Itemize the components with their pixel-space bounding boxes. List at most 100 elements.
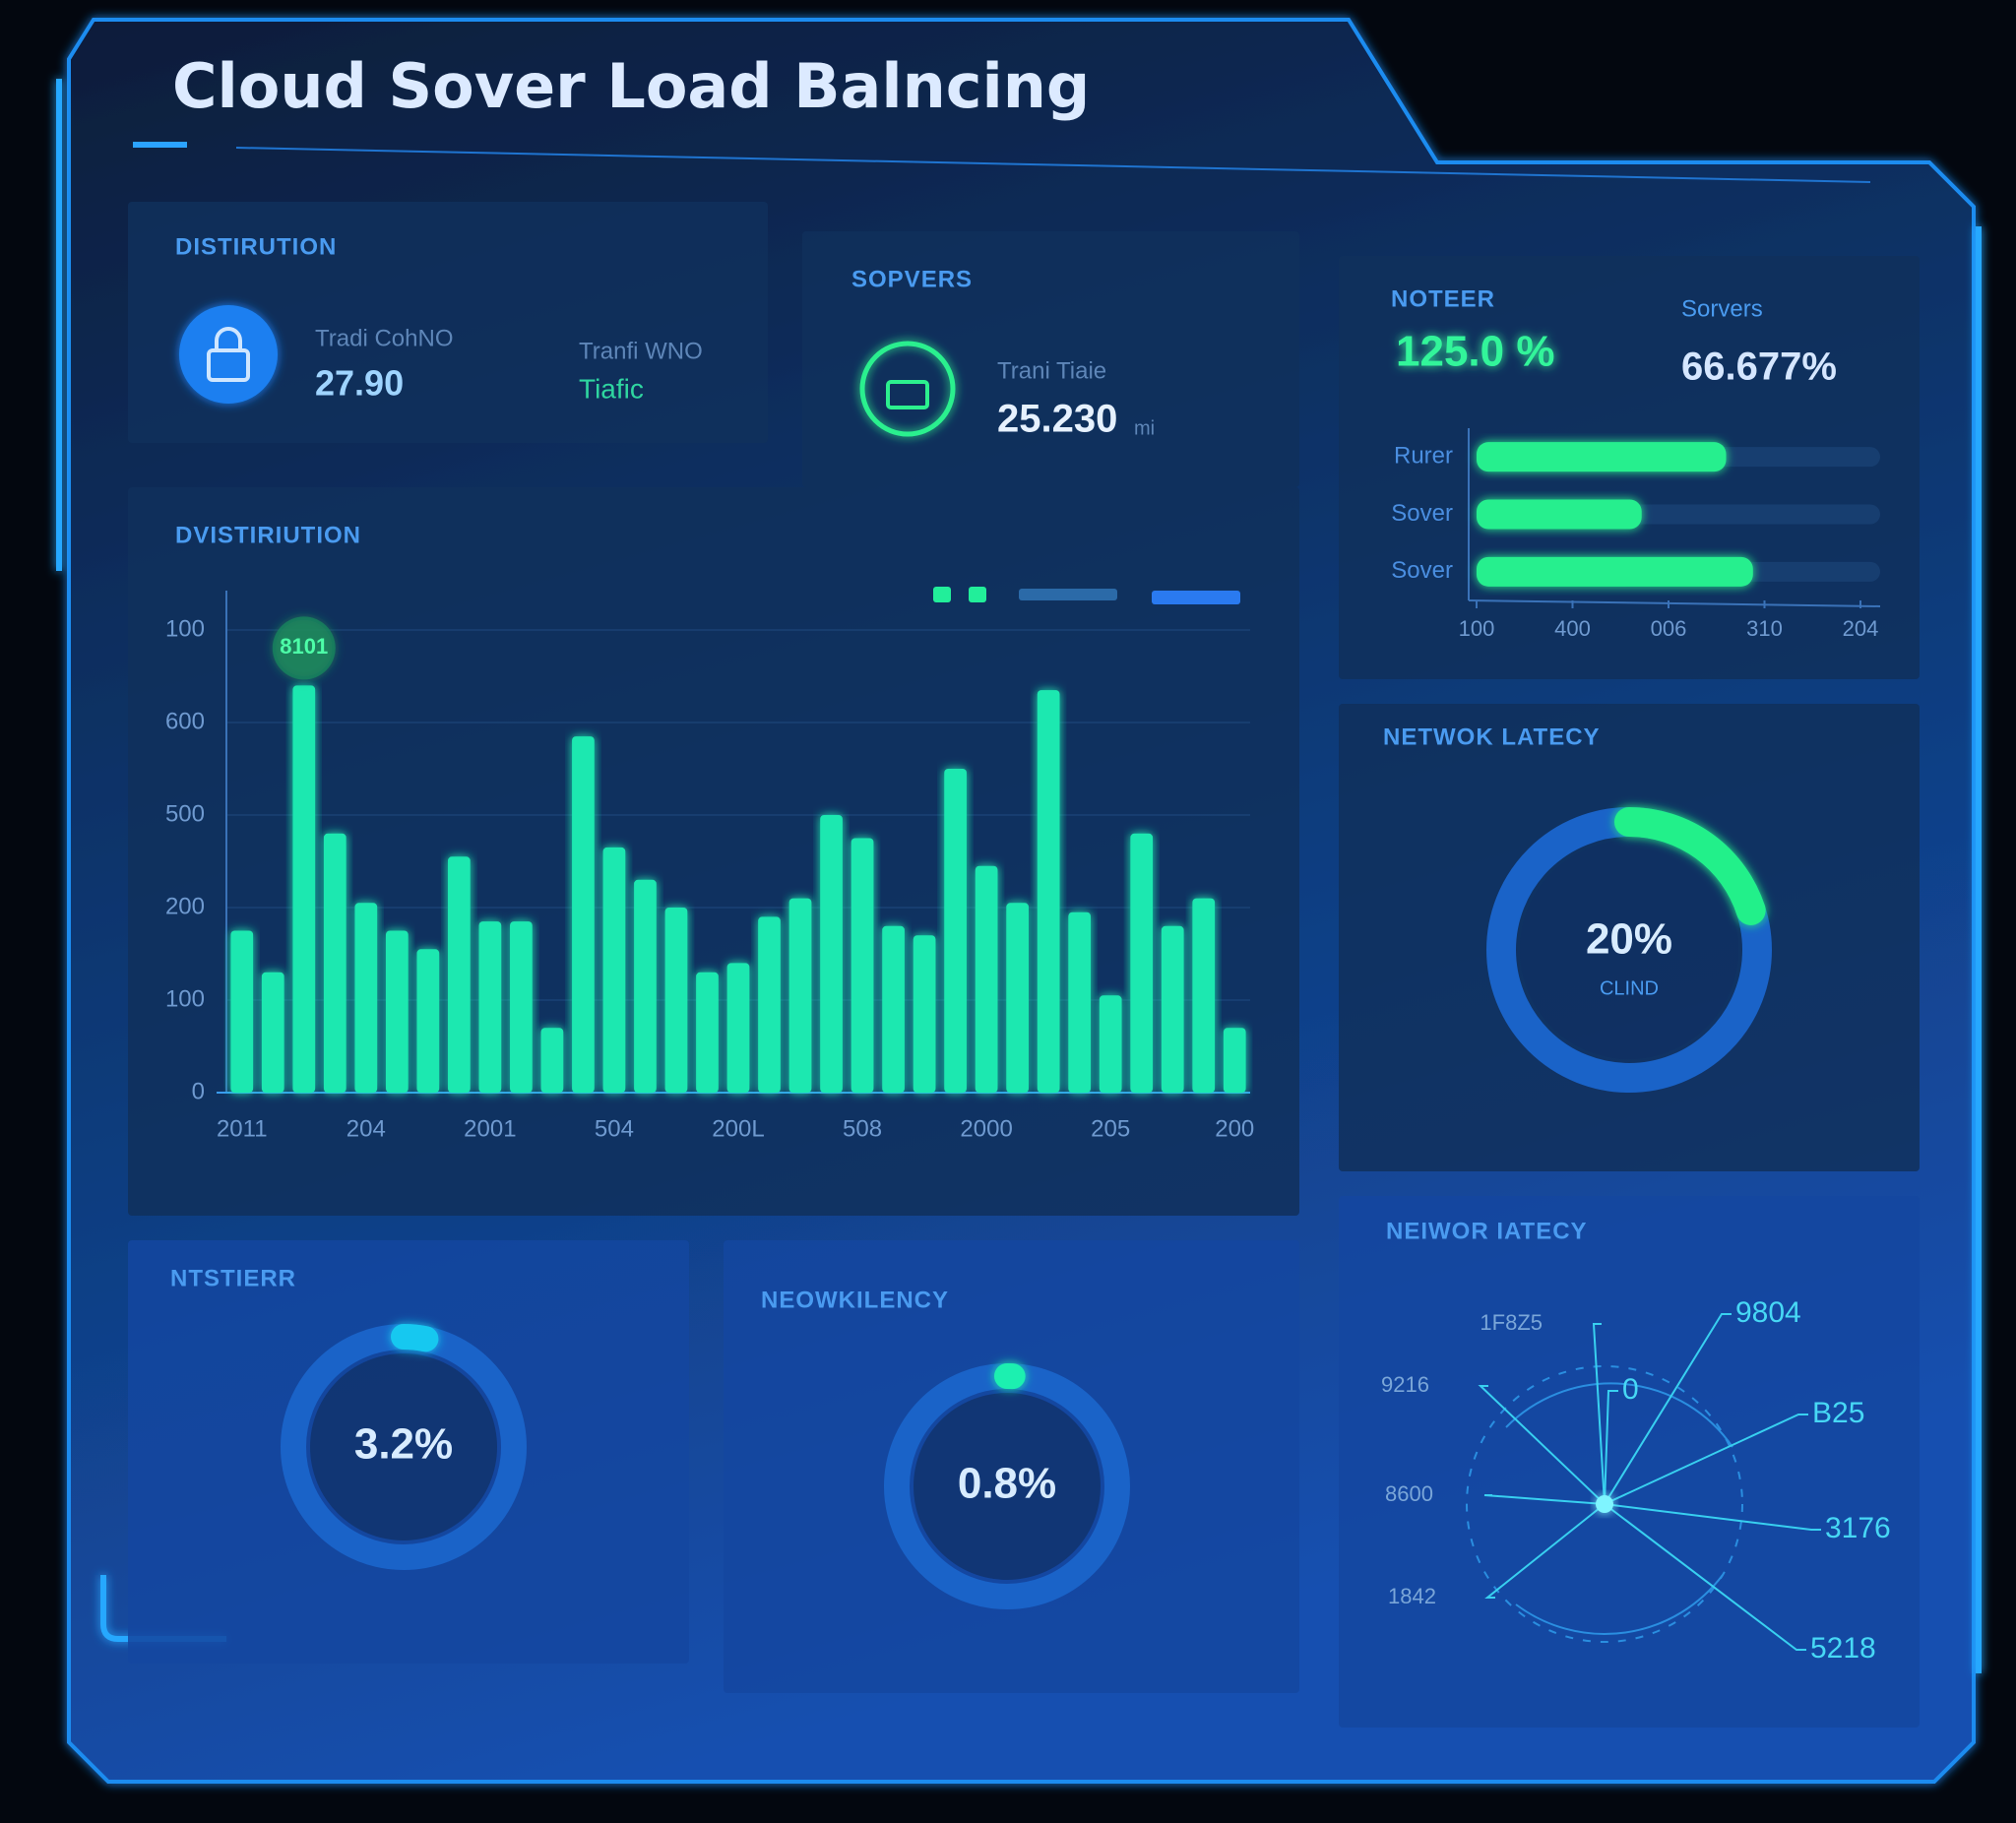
- radial-ray: [1604, 1503, 1821, 1531]
- panel-title: NEIWOR IATECY: [1386, 1218, 1588, 1244]
- stat-value: 25.230: [997, 398, 1117, 441]
- bar: [882, 925, 905, 1093]
- radial-rings: [1466, 1365, 1743, 1643]
- x-tick-label: 504: [595, 1115, 634, 1142]
- stat-value: 125.0 %: [1396, 328, 1554, 376]
- radial-ray: [1604, 1390, 1618, 1505]
- bar: [1477, 442, 1727, 472]
- x-tick-label: 2000: [960, 1115, 1012, 1142]
- radial-label: 0: [1622, 1373, 1639, 1406]
- radial-label: 9216: [1381, 1372, 1429, 1397]
- stat-label: NOTEER: [1391, 285, 1495, 312]
- donut-subtitle: CLIND: [1600, 977, 1659, 999]
- server-icon: [859, 341, 956, 437]
- server-icon-body: [886, 380, 929, 409]
- bar: [696, 972, 719, 1093]
- bar: [1477, 556, 1753, 587]
- lock-icon-shackle: [215, 327, 242, 350]
- y-tick-label: Sover: [1391, 557, 1453, 584]
- bar: [1161, 925, 1184, 1093]
- page-title: Cloud Sover Load Balncing: [172, 50, 1090, 122]
- bar: [913, 935, 936, 1093]
- x-axis: [1468, 599, 1881, 607]
- lock-icon: [179, 305, 278, 404]
- stat-unit: mi: [1134, 417, 1155, 439]
- panel-title: DVISTIRIUTION: [175, 522, 361, 548]
- bar: [1006, 903, 1029, 1093]
- radial-label: 9804: [1735, 1296, 1801, 1329]
- radial-ray: [1604, 1414, 1808, 1505]
- x-tick-label: 200: [1215, 1115, 1254, 1142]
- bar: [975, 865, 998, 1093]
- legend-swatch: [933, 587, 951, 602]
- bar: [416, 949, 440, 1093]
- bar: [726, 963, 750, 1093]
- bar: [510, 921, 533, 1093]
- y-tick-label: 0: [192, 1078, 205, 1104]
- bar: [1037, 690, 1060, 1093]
- annotation: 8101: [280, 634, 328, 659]
- radial-label: 3176: [1825, 1512, 1891, 1544]
- radial-label: B25: [1812, 1397, 1864, 1429]
- y-tick-label: 100: [165, 985, 205, 1012]
- frame-accent: [56, 79, 1982, 1673]
- radial-arc: [1505, 1382, 1733, 1635]
- bar: [1192, 898, 1216, 1093]
- x-tick-label: 310: [1746, 616, 1783, 641]
- donut-arc: [1486, 807, 1772, 1093]
- y-tick-label: Rurer: [1394, 443, 1453, 470]
- donut-arc: [281, 1324, 527, 1570]
- donut-value: 20%: [1586, 915, 1672, 964]
- card: [802, 231, 1299, 487]
- y-tick-label: 500: [165, 800, 205, 827]
- x-tick-label: 006: [1651, 616, 1687, 641]
- stat-label: Tradi CohNO: [315, 325, 453, 351]
- bar: [1223, 1028, 1246, 1093]
- bar: [1130, 833, 1154, 1093]
- bar: [850, 838, 874, 1093]
- bar: [602, 847, 626, 1093]
- bar: [634, 879, 657, 1093]
- bar: [664, 908, 688, 1093]
- stat-value: Tiafic: [579, 373, 644, 404]
- legend-swatch: [969, 587, 986, 602]
- panel: [1339, 1196, 1920, 1728]
- legend: [933, 587, 1240, 604]
- bar: [572, 736, 595, 1093]
- radial-ray: [1484, 1503, 1606, 1599]
- donut-inner: [310, 1353, 497, 1540]
- title-rule: [235, 147, 1871, 183]
- card-title: DISTIRUTION: [175, 233, 337, 260]
- x-tick-label: 100: [1459, 616, 1495, 641]
- donut-value: 3.2%: [354, 1420, 453, 1469]
- donut-arc: [884, 1363, 1130, 1609]
- radial-ray: [1604, 1313, 1732, 1505]
- card: [128, 202, 768, 443]
- radial-ring: [1466, 1365, 1743, 1643]
- y-tick-label: 600: [165, 708, 205, 734]
- x-tick-label: 205: [1091, 1115, 1130, 1142]
- bar: [230, 930, 254, 1093]
- donut-value: 0.8%: [958, 1460, 1056, 1508]
- x-tick-label: 400: [1554, 616, 1591, 641]
- legend-swatch: [1019, 589, 1117, 600]
- stat-label: Tranfi WNO: [579, 338, 703, 364]
- bar: [758, 916, 781, 1093]
- bar: [323, 833, 346, 1093]
- stat-value: 27.90: [315, 363, 404, 404]
- bar: [385, 930, 409, 1093]
- bar: [788, 898, 812, 1093]
- panel-title: NTSTIERR: [170, 1265, 296, 1291]
- radial-label: 1F8Z5: [1480, 1310, 1543, 1335]
- stat-label: Sorvers: [1681, 295, 1763, 322]
- radial-ray: [1483, 1494, 1606, 1505]
- donut-inner: [1520, 841, 1738, 1059]
- panel-title: NEOWKILENCY: [761, 1287, 949, 1313]
- stat-label: Trani Tiaie: [997, 357, 1106, 384]
- card-title: SOPVERS: [851, 266, 973, 292]
- x-tick-label: 200L: [712, 1115, 764, 1142]
- x-tick-label: 2011: [217, 1115, 268, 1142]
- bar: [944, 769, 967, 1093]
